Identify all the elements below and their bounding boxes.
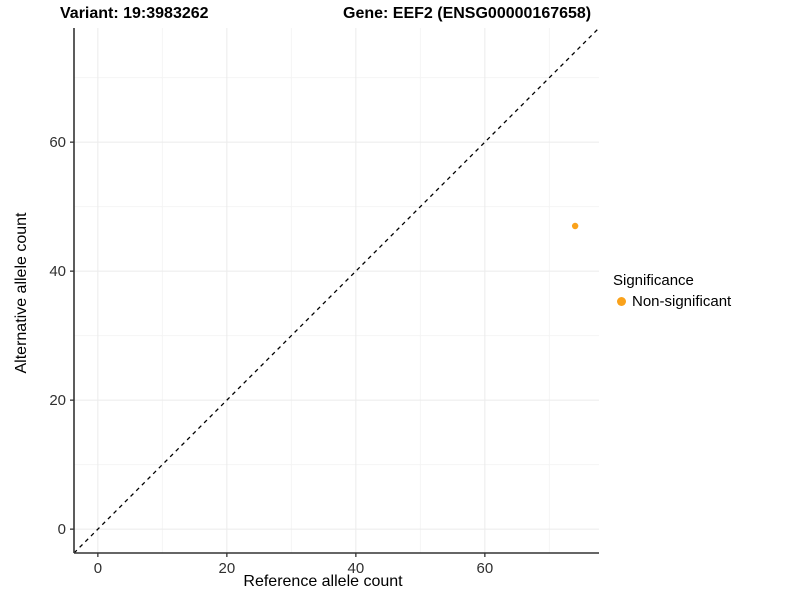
legend-point-icon (617, 297, 626, 306)
y-tick-label: 0 (58, 521, 66, 538)
y-tick-label: 20 (49, 392, 66, 409)
legend: Significance Non-significant (613, 272, 731, 310)
x-tick-label: 0 (94, 560, 102, 577)
plot-title-variant: Variant: 19:3983262 (60, 5, 209, 22)
plot-title-gene: Gene: EEF2 (ENSG00000167658) (343, 5, 592, 22)
y-tick-label: 40 (49, 263, 66, 280)
identity-dashed-line (73, 27, 600, 554)
data-point (571, 222, 579, 230)
x-tick-label: 20 (219, 560, 236, 577)
x-axis-title: Reference allele count (243, 573, 403, 590)
legend-item-label: Non-significant (632, 293, 732, 310)
legend-title: Significance (613, 272, 694, 289)
x-tick-label: 60 (476, 560, 493, 577)
y-tick-label: 60 (49, 134, 66, 151)
legend-item-non-significant: Non-significant (613, 293, 731, 310)
x-tick-label: 40 (348, 560, 365, 577)
